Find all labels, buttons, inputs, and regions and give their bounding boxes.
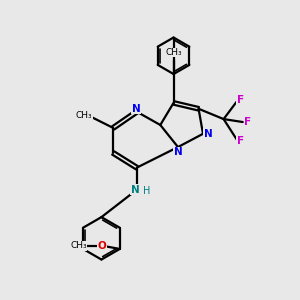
Text: F: F: [244, 117, 252, 127]
Text: CH₃: CH₃: [165, 48, 182, 57]
Text: N: N: [204, 129, 213, 139]
Text: N: N: [174, 147, 182, 158]
Text: N: N: [131, 185, 140, 195]
Text: N: N: [132, 104, 140, 114]
Text: CH₃: CH₃: [75, 111, 92, 120]
Text: F: F: [237, 95, 244, 105]
Text: F: F: [237, 136, 244, 146]
Text: O: O: [98, 241, 106, 251]
Text: H: H: [143, 186, 151, 196]
Text: CH₃: CH₃: [70, 242, 87, 250]
